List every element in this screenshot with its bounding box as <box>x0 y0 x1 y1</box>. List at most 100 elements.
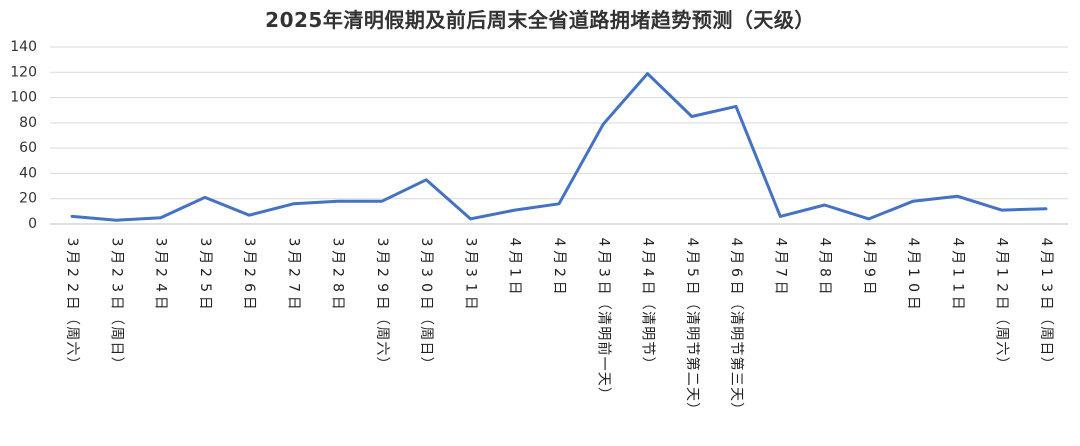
x-tick-char: 周 <box>1038 326 1054 340</box>
x-tick-char: 4 <box>817 238 833 247</box>
x-axis-ticks: 3月22日（周六）3月23日（周日）3月24日3月25日3月26日3月27日3月… <box>64 238 1054 417</box>
series-line <box>70 72 1048 222</box>
x-tick-char: 日 <box>108 341 124 355</box>
x-tick-char: 6 <box>728 268 744 277</box>
x-tick-char: 2 <box>153 268 169 277</box>
x-tick-char: 月 <box>153 250 169 264</box>
x-tick-char: ） <box>994 357 1010 371</box>
x-tick-char: 0 <box>905 283 921 292</box>
x-tick-char: （ <box>684 296 700 310</box>
x-tick-char: 3 <box>64 238 80 247</box>
x-tick-char: 4 <box>949 238 965 247</box>
x-tick-char: 周 <box>418 326 434 340</box>
x-tick-char: 明 <box>728 326 744 340</box>
x-tick-char: 日 <box>772 281 788 295</box>
x-tick-char: ） <box>374 357 390 371</box>
y-tick-label: 20 <box>19 191 37 207</box>
y-tick-label: 140 <box>10 39 37 55</box>
x-tick-char: 月 <box>197 250 213 264</box>
x-tick-char: 明 <box>684 326 700 340</box>
x-tick-char: 第 <box>684 357 701 371</box>
x-tick-char: 月 <box>507 250 523 264</box>
x-tick-char: 节 <box>640 341 656 355</box>
y-axis-ticks: 0 20 40 60 80 100 120 140 <box>10 39 37 232</box>
x-tick-char: 月 <box>817 250 833 264</box>
x-tick-label: 3 月 3 1 日 <box>462 238 478 310</box>
x-tick-char: 日 <box>595 281 611 295</box>
chart-title: 2025年清明假期及前后周末全省道路拥堵趋势预测（天级） <box>265 8 815 32</box>
x-tick-char: 月 <box>330 250 346 264</box>
x-tick-label: 4 月 8 日 <box>817 238 833 295</box>
x-tick-label: 4 月 7 日 <box>772 238 788 295</box>
series-layer <box>70 72 1048 222</box>
x-tick-char: 4 <box>153 283 169 292</box>
x-tick-char: 1 <box>949 283 965 292</box>
x-tick-char: 月 <box>64 250 80 264</box>
x-tick-char: （ <box>640 296 656 310</box>
x-tick-char: 2 <box>197 268 213 277</box>
x-tick-char: 4 <box>772 238 788 247</box>
x-tick-char: 日 <box>64 296 80 310</box>
x-tick-char: 日 <box>153 296 169 310</box>
x-tick-char: 周 <box>64 326 80 340</box>
x-tick-label: 4 月 2 日 <box>551 238 567 295</box>
x-tick-char: 4 <box>905 238 921 247</box>
x-tick-char: 7 <box>285 283 301 292</box>
x-tick-char: 2 <box>374 268 390 277</box>
x-tick-char: 4 <box>861 238 877 247</box>
y-tick-label: 0 <box>28 216 37 232</box>
x-tick-char: 8 <box>817 268 833 277</box>
x-tick-char: 3 <box>330 238 346 247</box>
x-tick-char: 月 <box>418 250 434 264</box>
x-tick-label: 4 月 1 2 日（周六 ） <box>994 238 1010 371</box>
x-tick-char: 2 <box>551 268 567 277</box>
x-tick-char: 月 <box>462 250 478 264</box>
x-tick-char: 月 <box>861 250 877 264</box>
x-tick-label: 3 月 2 2 日（周六 ） <box>64 238 80 371</box>
x-tick-char: 3 <box>418 268 434 277</box>
x-tick-char: ） <box>1038 357 1054 371</box>
x-tick-char: 日 <box>905 296 921 310</box>
x-tick-label: 4 月 9 日 <box>861 238 877 295</box>
x-tick-char: 9 <box>374 283 390 292</box>
x-tick-char: （ <box>728 296 744 310</box>
x-tick-char: 天 <box>728 387 744 401</box>
x-tick-char: ） <box>418 357 434 371</box>
x-tick-char: 3 <box>418 238 434 247</box>
x-tick-char: 1 <box>462 283 478 292</box>
x-tick-char: 3 <box>108 283 124 292</box>
x-tick-char: 日 <box>1038 296 1054 310</box>
x-tick-char: （ <box>374 311 390 325</box>
x-tick-char: 2 <box>64 283 80 292</box>
x-tick-char: 月 <box>1038 250 1054 264</box>
gridlines <box>50 46 1068 200</box>
x-tick-char: 4 <box>551 238 567 247</box>
x-tick-char: 月 <box>551 250 567 264</box>
x-tick-char: 3 <box>374 238 390 247</box>
x-tick-char: 日 <box>462 296 478 310</box>
x-tick-char: 8 <box>330 283 346 292</box>
x-tick-char: 3 <box>285 238 301 247</box>
x-tick-label: 4 月 1 1 日 <box>949 238 965 310</box>
x-tick-char: （ <box>994 311 1010 325</box>
x-tick-char: ） <box>640 357 656 371</box>
x-tick-char: 日 <box>817 281 833 295</box>
x-tick-char: 日 <box>994 296 1010 310</box>
x-tick-char: 月 <box>374 250 390 264</box>
x-tick-char: 2 <box>285 268 301 277</box>
x-tick-label: 3 月 2 4 日 <box>153 238 169 310</box>
x-tick-label: 3 月 2 7 日 <box>285 238 301 310</box>
y-tick-label: 120 <box>10 64 37 80</box>
x-tick-char: 日 <box>684 281 700 295</box>
x-tick-char: 3 <box>241 238 257 247</box>
x-tick-char: 月 <box>684 250 700 264</box>
x-tick-char: 月 <box>108 250 124 264</box>
x-tick-char: 日 <box>418 341 434 355</box>
x-tick-char: 5 <box>684 268 700 277</box>
x-tick-label: 3 月 2 6 日 <box>241 238 257 310</box>
x-tick-char: 2 <box>330 268 346 277</box>
x-tick-char: 3 <box>462 268 478 277</box>
x-tick-char: 月 <box>728 250 744 264</box>
x-tick-char: 6 <box>241 283 257 292</box>
